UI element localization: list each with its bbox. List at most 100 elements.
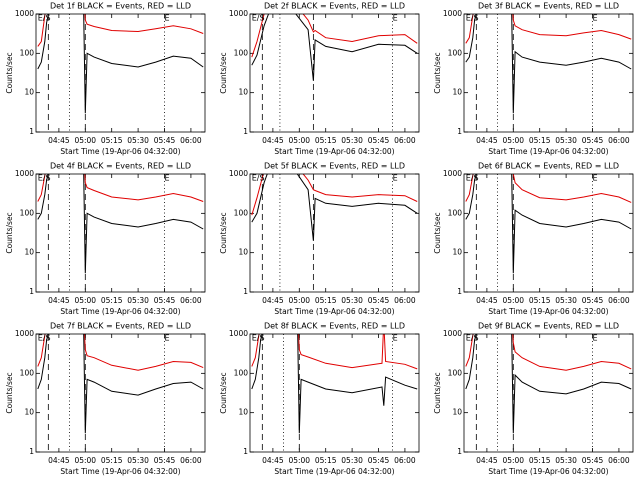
x-tick-label: 05:45 bbox=[368, 296, 390, 305]
x-tick-label: 05:45 bbox=[368, 136, 390, 145]
x-tick-label: 05:30 bbox=[341, 456, 363, 465]
y-tick-label: 1000 bbox=[443, 329, 462, 338]
plot-frame bbox=[463, 173, 634, 293]
y-tick-label: 1000 bbox=[443, 9, 462, 18]
x-axis-label: Start Time (19-Apr-06 04:32:00) bbox=[488, 307, 608, 316]
series-line bbox=[37, 334, 204, 371]
y-tick-label: 100 bbox=[448, 48, 463, 57]
y-tick-label: 1 bbox=[29, 287, 34, 296]
x-tick-label: 05:45 bbox=[582, 136, 604, 145]
x-tick-label: 05:15 bbox=[101, 456, 123, 465]
y-tick-label: 1 bbox=[457, 447, 462, 456]
y-tick-label: 1 bbox=[243, 127, 248, 136]
series-line bbox=[251, 174, 418, 216]
x-tick-label: 05:30 bbox=[127, 296, 149, 305]
y-axis-label: Counts/sec bbox=[433, 372, 442, 413]
panel-title: Det 5f BLACK = Events, RED = LLD bbox=[264, 162, 405, 171]
annotation: E/S bbox=[38, 174, 51, 183]
x-tick-label: 05:15 bbox=[529, 456, 551, 465]
x-tick-label: 06:00 bbox=[394, 136, 416, 145]
y-axis-label: Counts/sec bbox=[433, 212, 442, 253]
y-axis-label: Counts/sec bbox=[219, 52, 228, 93]
plot-frame bbox=[463, 333, 634, 453]
x-tick-label: 05:00 bbox=[288, 296, 310, 305]
panel: Det 2f BLACK = Events, RED = LLD Start Ti… bbox=[219, 2, 420, 156]
x-tick-label: 06:00 bbox=[608, 456, 630, 465]
panel-title: Det 8f BLACK = Events, RED = LLD bbox=[264, 322, 405, 331]
y-tick-label: 10 bbox=[452, 248, 462, 257]
annotation: E bbox=[165, 174, 170, 183]
series-line bbox=[465, 14, 632, 114]
x-tick-label: 05:15 bbox=[101, 296, 123, 305]
y-tick-label: 100 bbox=[448, 368, 463, 377]
x-tick-label: 05:45 bbox=[154, 456, 176, 465]
annotation: E bbox=[593, 14, 598, 23]
y-tick-label: 100 bbox=[448, 208, 463, 217]
y-tick-label: 1 bbox=[243, 287, 248, 296]
plot-frame bbox=[35, 13, 206, 133]
x-tick-label: 05:00 bbox=[74, 296, 96, 305]
x-tick-label: 05:00 bbox=[288, 136, 310, 145]
panel-title: Det 9f BLACK = Events, RED = LLD bbox=[478, 322, 619, 331]
y-tick-label: 100 bbox=[234, 208, 249, 217]
panel: Det 1f BLACK = Events, RED = LLD Start Ti… bbox=[5, 2, 206, 156]
y-tick-label: 1000 bbox=[15, 9, 34, 18]
x-tick-label: 05:45 bbox=[154, 296, 176, 305]
x-tick-label: 05:45 bbox=[368, 456, 390, 465]
panel: Det 6f BLACK = Events, RED = LLD Start Ti… bbox=[433, 162, 634, 316]
x-tick-label: 05:15 bbox=[101, 136, 123, 145]
panel-title: Det 6f BLACK = Events, RED = LLD bbox=[478, 162, 619, 171]
series-line bbox=[465, 174, 632, 203]
x-tick-label: 04:45 bbox=[476, 136, 498, 145]
y-tick-label: 1000 bbox=[229, 9, 248, 18]
series-line bbox=[251, 334, 418, 434]
y-axis-label: Counts/sec bbox=[219, 212, 228, 253]
series-line bbox=[465, 14, 632, 44]
x-tick-label: 06:00 bbox=[394, 456, 416, 465]
annotation: E/S bbox=[38, 14, 51, 23]
x-tick-label: 06:00 bbox=[608, 296, 630, 305]
x-tick-label: 05:45 bbox=[154, 136, 176, 145]
x-tick-label: 05:15 bbox=[529, 136, 551, 145]
y-axis-label: Counts/sec bbox=[5, 212, 14, 253]
x-tick-label: 05:15 bbox=[315, 456, 337, 465]
series-line bbox=[465, 334, 632, 371]
x-tick-label: 06:00 bbox=[180, 136, 202, 145]
annotation: E bbox=[165, 334, 170, 343]
y-tick-label: 100 bbox=[234, 368, 249, 377]
x-tick-label: 04:45 bbox=[476, 296, 498, 305]
y-tick-label: 10 bbox=[238, 248, 248, 257]
y-tick-label: 10 bbox=[238, 88, 248, 97]
y-tick-label: 1 bbox=[457, 287, 462, 296]
y-tick-label: 1 bbox=[457, 127, 462, 136]
x-axis-label: Start Time (19-Apr-06 04:32:00) bbox=[274, 307, 394, 316]
plot-frame bbox=[35, 333, 206, 453]
y-tick-label: 1 bbox=[29, 447, 34, 456]
x-tick-label: 06:00 bbox=[180, 296, 202, 305]
x-tick-label: 05:00 bbox=[502, 456, 524, 465]
x-tick-label: 04:45 bbox=[48, 296, 70, 305]
annotation: E/S bbox=[252, 174, 265, 183]
annotation: E bbox=[593, 334, 598, 343]
x-tick-label: 05:30 bbox=[127, 136, 149, 145]
y-tick-label: 100 bbox=[20, 208, 35, 217]
y-axis-label: Counts/sec bbox=[219, 372, 228, 413]
x-tick-label: 05:15 bbox=[315, 136, 337, 145]
x-tick-label: 05:45 bbox=[582, 296, 604, 305]
series-line bbox=[37, 174, 204, 274]
annotation: E/S bbox=[466, 334, 479, 343]
panel: Det 9f BLACK = Events, RED = LLD Start Ti… bbox=[433, 322, 634, 476]
y-tick-label: 1000 bbox=[229, 329, 248, 338]
x-tick-label: 04:45 bbox=[262, 456, 284, 465]
series-line bbox=[465, 174, 632, 274]
x-axis-label: Start Time (19-Apr-06 04:32:00) bbox=[60, 147, 180, 156]
plot-frame bbox=[249, 333, 420, 453]
series-line bbox=[251, 14, 418, 58]
plot-frame bbox=[249, 13, 420, 133]
y-tick-label: 1000 bbox=[15, 329, 34, 338]
x-tick-label: 05:30 bbox=[127, 456, 149, 465]
annotation: E bbox=[593, 174, 598, 183]
annotation: E bbox=[393, 334, 398, 343]
plot-frame bbox=[249, 173, 420, 293]
y-tick-label: 1000 bbox=[15, 169, 34, 178]
